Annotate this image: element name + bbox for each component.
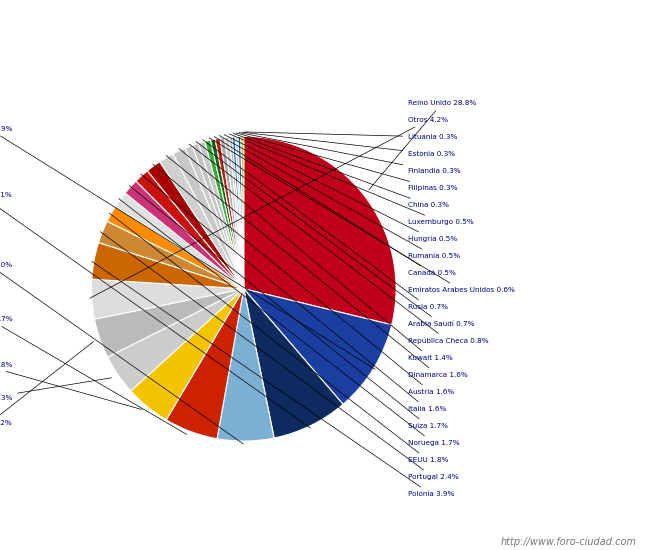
Text: Filipinas 0.3%: Filipinas 0.3% (236, 133, 458, 191)
Wedge shape (244, 289, 343, 438)
Wedge shape (241, 136, 244, 289)
Wedge shape (198, 141, 244, 289)
Text: Estepona - Turistas extranjeros según país - Agosto de 2024: Estepona - Turistas extranjeros según pa… (105, 16, 545, 33)
Text: Francia 9.9%: Francia 9.9% (0, 126, 375, 369)
Wedge shape (160, 154, 244, 289)
Text: Reino Unido 28.8%: Reino Unido 28.8% (369, 100, 476, 190)
Wedge shape (244, 289, 392, 404)
Text: Lituania 0.3%: Lituania 0.3% (245, 132, 458, 140)
Text: Rusia 0.7%: Rusia 0.7% (203, 140, 448, 310)
Wedge shape (116, 193, 244, 289)
Text: Países Bajos 8.1%: Países Bajos 8.1% (0, 191, 311, 428)
Text: Suiza 1.7%: Suiza 1.7% (129, 185, 448, 430)
Text: http://www.foro-ciudad.com: http://www.foro-ciudad.com (501, 537, 637, 547)
Text: Polonia 3.9%: Polonia 3.9% (92, 261, 454, 497)
Text: Luxemburgo 0.5%: Luxemburgo 0.5% (229, 134, 474, 225)
Text: Marruecos 4.8%: Marruecos 4.8% (0, 362, 142, 410)
Wedge shape (217, 289, 274, 441)
Text: Otros 4.2%: Otros 4.2% (90, 117, 448, 298)
Text: Alemania 4.3%: Alemania 4.3% (0, 378, 112, 402)
Text: Canadá 0.5%: Canadá 0.5% (214, 136, 456, 276)
Text: Rumanía 0.5%: Rumanía 0.5% (219, 135, 460, 259)
Wedge shape (215, 138, 244, 289)
Wedge shape (232, 136, 244, 289)
Wedge shape (235, 136, 244, 289)
Wedge shape (131, 289, 244, 420)
Text: Bélgica 6.0%: Bélgica 6.0% (0, 261, 244, 444)
Text: Suecia 4.2%: Suecia 4.2% (0, 342, 93, 426)
Wedge shape (107, 206, 244, 289)
Wedge shape (94, 289, 244, 357)
Text: Irlanda 5.7%: Irlanda 5.7% (0, 316, 187, 435)
Text: China 0.3%: China 0.3% (233, 133, 449, 208)
Text: Dinamarca 1.6%: Dinamarca 1.6% (166, 156, 468, 378)
Wedge shape (125, 181, 244, 289)
Wedge shape (108, 289, 244, 391)
Text: Austria 1.6%: Austria 1.6% (153, 164, 454, 395)
Text: Portugal 2.4%: Portugal 2.4% (101, 232, 459, 480)
Wedge shape (173, 148, 244, 289)
Text: Arabia Saudí 0.7%: Arabia Saudí 0.7% (196, 142, 474, 327)
Text: Kuwait 1.4%: Kuwait 1.4% (179, 148, 453, 361)
Wedge shape (166, 289, 244, 439)
Wedge shape (229, 137, 244, 289)
Text: Emiratos Arabes Unidos 0.6%: Emiratos Arabes Unidos 0.6% (209, 138, 515, 293)
Text: Hungría 0.5%: Hungría 0.5% (224, 135, 458, 243)
Wedge shape (238, 136, 244, 289)
Wedge shape (92, 243, 244, 289)
Wedge shape (148, 162, 244, 289)
Wedge shape (205, 140, 244, 289)
Text: Finlandia 0.3%: Finlandia 0.3% (239, 133, 461, 174)
Wedge shape (211, 139, 244, 289)
Text: Noruega 1.7%: Noruega 1.7% (119, 199, 460, 447)
Text: República Checa 0.8%: República Checa 0.8% (189, 144, 489, 344)
Wedge shape (244, 136, 396, 325)
Wedge shape (220, 138, 244, 289)
Wedge shape (99, 221, 244, 289)
Wedge shape (92, 279, 244, 319)
Wedge shape (192, 144, 244, 289)
Wedge shape (136, 170, 244, 289)
Wedge shape (225, 137, 244, 289)
Text: EEUU 1.8%: EEUU 1.8% (109, 213, 448, 463)
Text: Estonia 0.3%: Estonia 0.3% (242, 132, 456, 157)
Wedge shape (185, 145, 244, 289)
Text: Italia 1.6%: Italia 1.6% (140, 174, 447, 412)
